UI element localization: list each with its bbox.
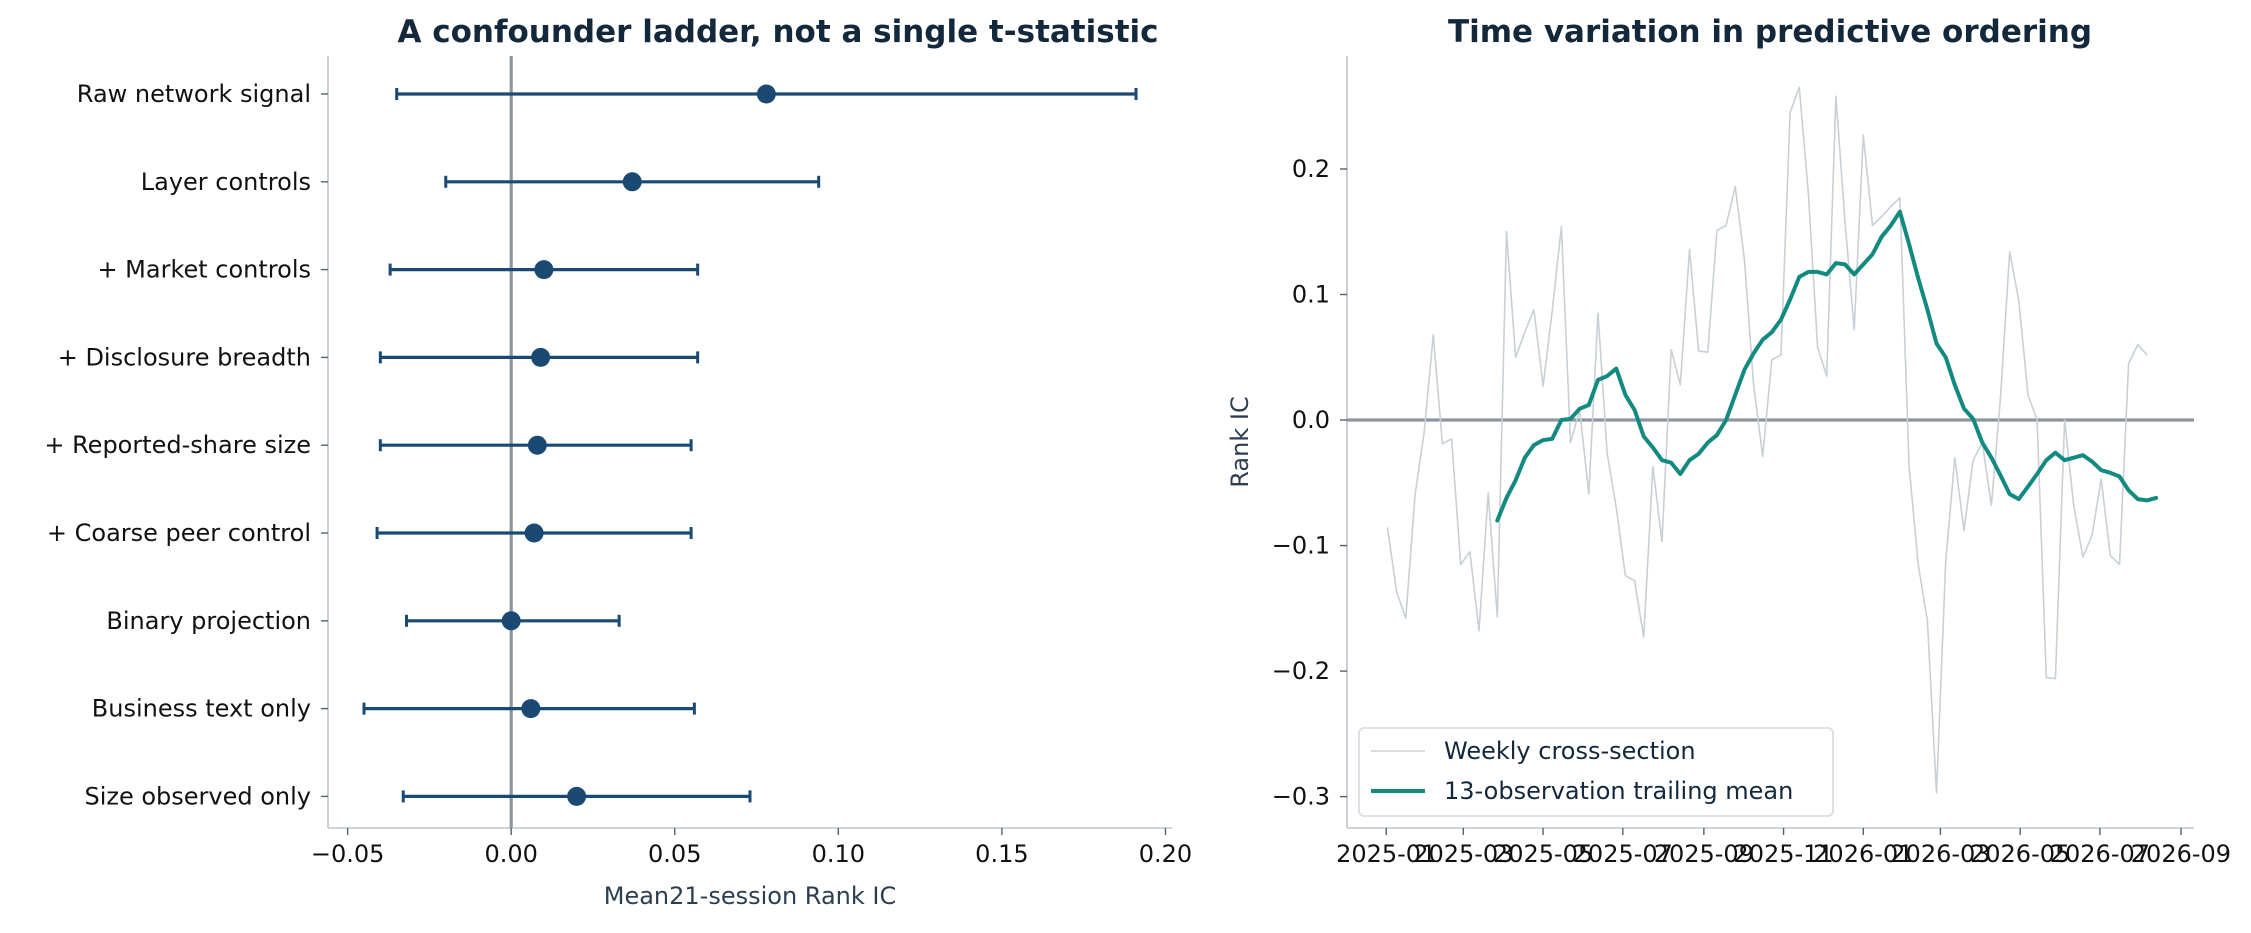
right-chart-title: Time variation in predictive ordering bbox=[1448, 14, 2092, 50]
left-chart-title: A confounder ladder, not a single t-stat… bbox=[397, 14, 1158, 50]
point-estimate bbox=[501, 611, 521, 631]
y-tick-label: −0.3 bbox=[1272, 783, 1330, 811]
estimate-row bbox=[444, 172, 821, 192]
point-estimate bbox=[521, 699, 541, 719]
trailing-mean-line bbox=[1495, 209, 2159, 523]
right-x-ticks: 2025-012025-032025-052025-072025-092025-… bbox=[1336, 828, 2231, 868]
legend-label-weekly: Weekly cross-section bbox=[1444, 737, 1696, 765]
estimate-row bbox=[362, 699, 696, 719]
x-tick-label: 2026-09 bbox=[2131, 840, 2231, 868]
x-tick-label: 2025-09 bbox=[1654, 840, 1754, 868]
x-tick-label: 2025-07 bbox=[1573, 840, 1673, 868]
point-estimate bbox=[756, 84, 776, 104]
category-label: Layer controls bbox=[141, 168, 311, 196]
weekly-cross-section-line bbox=[1386, 86, 2148, 794]
category-label: + Market controls bbox=[97, 256, 311, 284]
x-tick-label: 0.10 bbox=[812, 840, 865, 868]
point-estimate bbox=[567, 786, 587, 806]
x-tick-label: 2026-03 bbox=[1890, 840, 1990, 868]
legend-label-trailing: 13-observation trailing mean bbox=[1444, 777, 1793, 805]
left-marks bbox=[362, 84, 1138, 806]
legend-box bbox=[1358, 727, 1834, 817]
x-tick-label: 2026-01 bbox=[1813, 840, 1913, 868]
y-tick-label: −0.2 bbox=[1272, 657, 1330, 685]
x-tick-label: 0.15 bbox=[975, 840, 1028, 868]
y-tick-label: 0.2 bbox=[1292, 155, 1330, 183]
x-tick-label: 0.05 bbox=[648, 840, 701, 868]
category-label: + Coarse peer control bbox=[47, 519, 311, 547]
x-tick-label: 2025-11 bbox=[1733, 840, 1833, 868]
x-tick-label: 0.20 bbox=[1139, 840, 1192, 868]
estimate-row bbox=[405, 611, 621, 631]
left-x-ticks: −0.05 0.00 0.05 0.10 0.15 0.20 bbox=[311, 828, 1192, 868]
x-tick-label: −0.05 bbox=[311, 840, 385, 868]
confounder-ladder-chart: A confounder ladder, not a single t-stat… bbox=[44, 14, 1192, 910]
legend: Weekly cross-section 13-observation trai… bbox=[1358, 727, 1834, 817]
left-x-axis-label: Mean21-session Rank IC bbox=[604, 882, 897, 910]
x-tick-label: 2025-05 bbox=[1493, 840, 1593, 868]
point-estimate bbox=[531, 347, 551, 367]
point-estimate bbox=[622, 172, 642, 192]
estimate-row bbox=[375, 523, 693, 543]
y-tick-label: 0.0 bbox=[1292, 406, 1330, 434]
estimate-row bbox=[378, 435, 693, 455]
estimate-row bbox=[395, 84, 1138, 104]
x-tick-label: 2025-01 bbox=[1336, 840, 1436, 868]
right-y-ticks: −0.3 −0.2 −0.1 0.0 0.1 0.2 bbox=[1272, 155, 1347, 811]
estimate-row bbox=[378, 347, 700, 367]
right-y-axis-label: Rank IC bbox=[1226, 396, 1254, 487]
estimate-row bbox=[401, 786, 752, 806]
category-label: + Disclosure breadth bbox=[58, 343, 311, 371]
y-tick-label: 0.1 bbox=[1292, 281, 1330, 309]
right-series bbox=[1386, 86, 2159, 794]
point-estimate bbox=[534, 260, 554, 280]
point-estimate bbox=[524, 523, 544, 543]
category-label: Binary projection bbox=[106, 607, 311, 635]
y-tick-label: −0.1 bbox=[1272, 532, 1330, 560]
category-label: + Reported-share size bbox=[44, 431, 311, 459]
category-label: Business text only bbox=[92, 695, 311, 723]
left-y-ticks: Raw network signal Layer controls + Market… bbox=[44, 80, 328, 810]
category-label: Size observed only bbox=[84, 782, 311, 810]
x-tick-label: 2026-07 bbox=[2050, 840, 2150, 868]
time-variation-chart: Time variation in predictive ordering Ra… bbox=[1226, 14, 2231, 868]
x-tick-label: 0.00 bbox=[484, 840, 537, 868]
category-label: Raw network signal bbox=[77, 80, 311, 108]
point-estimate bbox=[527, 435, 547, 455]
x-tick-label: 2025-03 bbox=[1413, 840, 1513, 868]
x-tick-label: 2026-05 bbox=[1970, 840, 2070, 868]
estimate-row bbox=[388, 260, 700, 280]
